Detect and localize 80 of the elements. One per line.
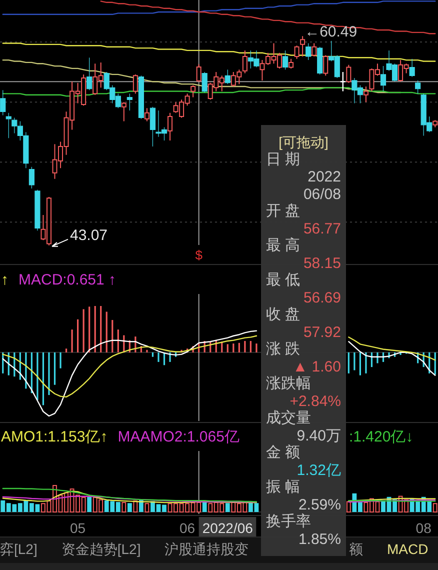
bar bbox=[346, 501, 351, 512]
candlestick bbox=[380, 66, 386, 92]
candlestick bbox=[317, 46, 323, 75]
candlestick bbox=[346, 64, 352, 84]
annotation: 2022 06/08 bbox=[299, 168, 341, 203]
candlestick bbox=[300, 36, 306, 57]
annotation: 43.07 bbox=[70, 226, 108, 244]
x-tick-label: 05 bbox=[70, 520, 86, 536]
text: MAAMO2:1.065亿 bbox=[118, 428, 240, 446]
annotation: ←60.49 bbox=[304, 24, 358, 41]
annotation: 最 高 bbox=[266, 237, 300, 254]
text: 弈[L2] bbox=[0, 541, 38, 557]
candlestick bbox=[150, 106, 156, 147]
candlestick bbox=[196, 64, 202, 82]
candlestick bbox=[242, 50, 248, 74]
bar bbox=[122, 502, 126, 512]
annotation: $ bbox=[195, 248, 204, 262]
candlestick bbox=[415, 80, 421, 94]
bar bbox=[225, 503, 230, 512]
candlestick bbox=[282, 50, 288, 70]
candlestick bbox=[312, 42, 317, 57]
annotation: 58.15 bbox=[303, 254, 341, 272]
text: AMO1:1.153亿↑ bbox=[1, 428, 108, 446]
annotation: 成交量 bbox=[266, 410, 311, 426]
text: 9.40万 bbox=[296, 427, 341, 444]
candlestick bbox=[363, 86, 368, 103]
candlestick bbox=[28, 166, 34, 189]
candlestick bbox=[288, 58, 294, 69]
candlestick bbox=[34, 189, 40, 231]
text: [可拖动] bbox=[278, 134, 328, 150]
text: 1.85% bbox=[298, 530, 341, 548]
candlestick bbox=[224, 69, 230, 84]
text: 沪股通持股变 bbox=[164, 541, 249, 557]
candlestick bbox=[138, 75, 144, 120]
candlestick bbox=[294, 45, 300, 60]
text: 最 低 bbox=[266, 272, 300, 288]
candlestick bbox=[323, 54, 328, 76]
candlestick bbox=[306, 42, 312, 60]
candlestick bbox=[132, 74, 138, 94]
text: 金 额 bbox=[266, 444, 300, 461]
annotation: 振 幅 bbox=[266, 478, 300, 496]
annotation: 日 期 bbox=[266, 150, 300, 168]
annotation: 56.77 bbox=[303, 220, 341, 238]
annotation: ▲ 1.60 bbox=[292, 358, 341, 376]
x-tick-label: 08 bbox=[416, 520, 432, 536]
bar bbox=[133, 500, 138, 512]
candlestick bbox=[409, 58, 415, 78]
candlestick bbox=[144, 108, 150, 122]
x-tick-label: 2022/06 bbox=[202, 520, 254, 536]
text: :1.420亿↓ bbox=[349, 428, 414, 446]
annotation: 56.69 bbox=[303, 289, 341, 306]
x-tick-label: 06 bbox=[180, 520, 196, 536]
text: 资金趋势[L2] bbox=[61, 541, 141, 557]
candlestick bbox=[126, 93, 132, 111]
text: MACD bbox=[387, 541, 428, 557]
candlestick bbox=[86, 57, 92, 90]
bar bbox=[144, 503, 150, 512]
bar bbox=[127, 503, 132, 512]
text: 1.32亿 bbox=[296, 462, 341, 479]
candlestick bbox=[121, 102, 126, 122]
text: MACD:0.651 ↑ bbox=[18, 272, 116, 288]
annotation: 涨跌幅 bbox=[266, 375, 311, 392]
annotation: 57.92 bbox=[303, 324, 341, 341]
candlestick bbox=[168, 112, 173, 142]
annotation: 收 盘 bbox=[266, 306, 300, 323]
text: ↑ bbox=[1, 272, 8, 288]
text: 换手率 bbox=[266, 513, 311, 530]
candlestick bbox=[0, 90, 6, 116]
bar bbox=[87, 496, 92, 512]
candlestick bbox=[6, 112, 12, 138]
candlestick bbox=[202, 72, 208, 93]
text: 额 bbox=[349, 541, 363, 557]
candlestick bbox=[190, 84, 196, 98]
annotation: 涨 跌 bbox=[266, 340, 300, 358]
annotation: 开 盘 bbox=[266, 202, 300, 220]
annotation: +2.84% bbox=[290, 392, 341, 410]
annotation: 2.59% bbox=[298, 496, 341, 514]
candlestick bbox=[340, 71, 346, 92]
candlestick bbox=[432, 120, 438, 128]
bar bbox=[432, 503, 438, 512]
